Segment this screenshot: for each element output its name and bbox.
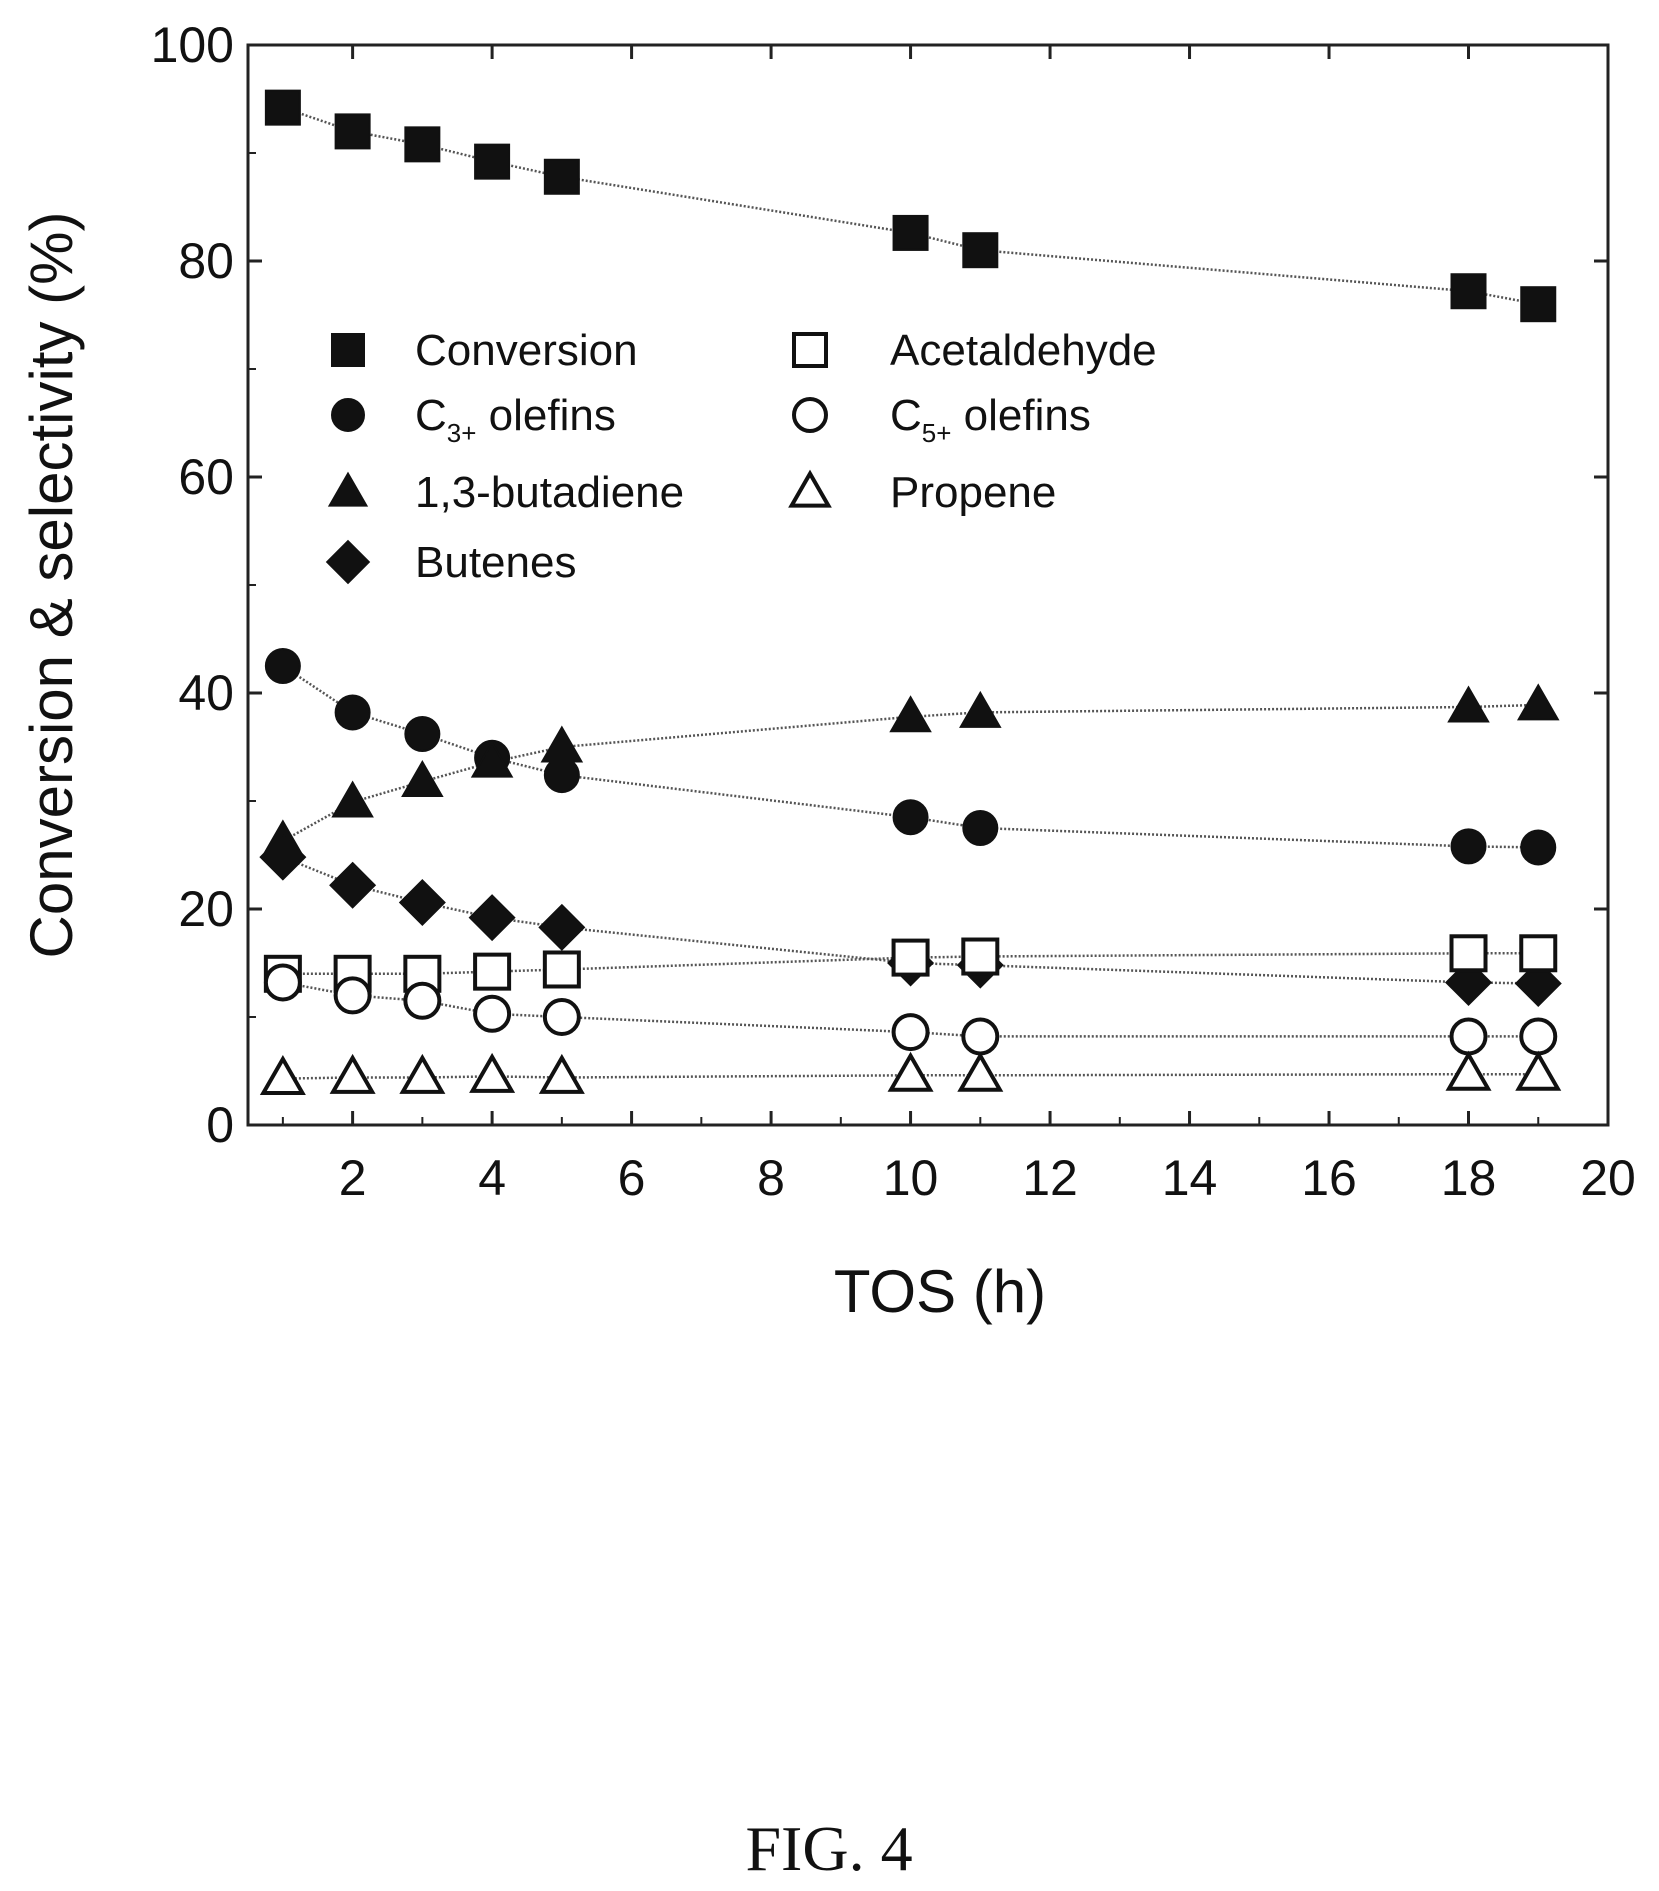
legend-marker-acetaldehyde <box>792 332 828 368</box>
point-butenes-3 <box>398 879 446 927</box>
point-conversion-5 <box>543 158 580 195</box>
legend-label-c5-olefins: C5+ olefins <box>890 391 1091 448</box>
y-axis-title: Conversion & selectivity (%) <box>18 212 85 959</box>
point-propene-1 <box>259 1054 306 1096</box>
y-tick-label-80: 80 <box>178 233 234 289</box>
point-1-3-butadiene-2 <box>331 780 374 818</box>
point-c5-olefins-19 <box>1519 1017 1558 1056</box>
point-butenes-1 <box>259 833 307 881</box>
point-butenes-19 <box>1514 960 1562 1008</box>
legend-label-acetaldehyde: Acetaldehyde <box>890 326 1157 375</box>
point-c3-olefins-3 <box>404 716 441 753</box>
legend: Conversion C3+ olefins 1,3-butadiene Butene… <box>325 326 1157 587</box>
point-c5-olefins-3 <box>403 981 442 1020</box>
legend-marker-c3-olefins <box>331 398 365 432</box>
point-butenes-2 <box>329 861 377 909</box>
point-propene-5 <box>538 1053 585 1094</box>
point-c3-olefins-11 <box>962 810 999 846</box>
point-1-3-butadiene-5 <box>540 725 584 763</box>
series-lines <box>282 106 1539 1080</box>
point-acetaldehyde-19 <box>1519 934 1558 973</box>
y-tick-label-0: 0 <box>206 1097 234 1153</box>
point-1-3-butadiene-18 <box>1447 685 1490 723</box>
x-tick-label-14: 14 <box>1162 1150 1218 1206</box>
point-conversion-10 <box>892 214 929 251</box>
series-line-propene <box>282 1072 1539 1080</box>
x-tick-label-20: 20 <box>1580 1150 1636 1206</box>
y-tick-label-40: 40 <box>178 665 234 721</box>
point-1-3-butadiene-11 <box>959 690 1002 728</box>
point-1-3-butadiene-10 <box>889 695 932 733</box>
legend-marker-c5-olefins <box>792 397 828 433</box>
point-c5-olefins-5 <box>542 998 581 1036</box>
x-tick-label-8: 8 <box>757 1150 785 1206</box>
legend-marker-conversion <box>331 333 365 367</box>
x-tick-label-6: 6 <box>618 1150 646 1206</box>
point-conversion-1 <box>264 89 301 126</box>
point-conversion-3 <box>404 126 441 163</box>
point-conversion-2 <box>334 113 371 150</box>
point-propene-2 <box>329 1053 376 1094</box>
y-tick-label-100: 100 <box>151 17 234 73</box>
point-c3-olefins-1 <box>264 648 301 684</box>
point-c5-olefins-18 <box>1449 1017 1488 1056</box>
y-tick-label-60: 60 <box>178 449 234 505</box>
x-tick-label-4: 4 <box>478 1150 506 1206</box>
legend-label-propene: Propene <box>890 468 1056 517</box>
point-c5-olefins-10 <box>891 1013 930 1052</box>
series-line-c3-olefins <box>282 664 1539 849</box>
point-propene-4 <box>469 1052 516 1093</box>
point-1-3-butadiene-19 <box>1516 683 1560 721</box>
point-propene-10 <box>887 1051 934 1092</box>
x-tick-label-18: 18 <box>1441 1150 1497 1206</box>
series-line-acetaldehyde <box>282 952 1539 976</box>
point-conversion-11 <box>962 232 999 269</box>
point-c3-olefins-19 <box>1520 829 1557 866</box>
point-propene-11 <box>957 1051 1004 1092</box>
series-line-conversion <box>282 106 1539 306</box>
point-c5-olefins-1 <box>263 963 302 1002</box>
point-conversion-4 <box>474 143 511 180</box>
legend-label-1-3-butadiene: 1,3-butadiene <box>415 468 684 517</box>
point-conversion-18 <box>1450 273 1487 310</box>
x-axis-title: TOS (h) <box>834 1258 1046 1325</box>
point-propene-19 <box>1515 1050 1562 1091</box>
point-c3-olefins-18 <box>1450 828 1487 865</box>
point-c3-olefins-10 <box>892 799 929 836</box>
point-acetaldehyde-11 <box>961 937 1000 976</box>
y-tick-label-20: 20 <box>178 881 234 937</box>
x-tick-label-12: 12 <box>1022 1150 1078 1206</box>
point-acetaldehyde-5 <box>542 950 581 989</box>
point-c5-olefins-4 <box>473 994 512 1033</box>
point-propene-3 <box>399 1053 446 1094</box>
point-1-3-butadiene-4 <box>470 740 514 778</box>
point-c5-olefins-11 <box>961 1017 1000 1056</box>
point-acetaldehyde-18 <box>1449 934 1488 973</box>
point-acetaldehyde-4 <box>473 952 512 991</box>
point-c3-olefins-2 <box>334 694 371 731</box>
axis-ticks <box>248 43 1610 1127</box>
x-tick-label-2: 2 <box>339 1150 367 1206</box>
tick-labels: 2 4 6 8 10 12 14 16 18 20 0 20 40 60 80 100 <box>151 17 1636 1206</box>
x-tick-label-10: 10 <box>883 1150 939 1206</box>
point-propene-18 <box>1445 1050 1492 1091</box>
x-tick-label-16: 16 <box>1301 1150 1357 1206</box>
point-acetaldehyde-10 <box>891 938 930 977</box>
legend-marker-butenes <box>325 539 371 585</box>
legend-label-conversion: Conversion <box>415 326 638 375</box>
figure-caption: FIG. 4 <box>745 1813 912 1884</box>
legend-label-butenes: Butenes <box>415 538 576 587</box>
point-conversion-19 <box>1520 286 1557 323</box>
point-c5-olefins-2 <box>333 976 372 1015</box>
point-c3-olefins-5 <box>543 757 580 794</box>
legend-marker-propene <box>788 469 832 508</box>
point-butenes-4 <box>468 894 516 942</box>
series-markers <box>259 89 1562 1096</box>
legend-label-c3-olefins: C3+ olefins <box>415 391 616 448</box>
point-1-3-butadiene-3 <box>401 760 444 798</box>
legend-marker-1-3-butadiene <box>327 471 369 507</box>
point-butenes-5 <box>538 903 586 951</box>
